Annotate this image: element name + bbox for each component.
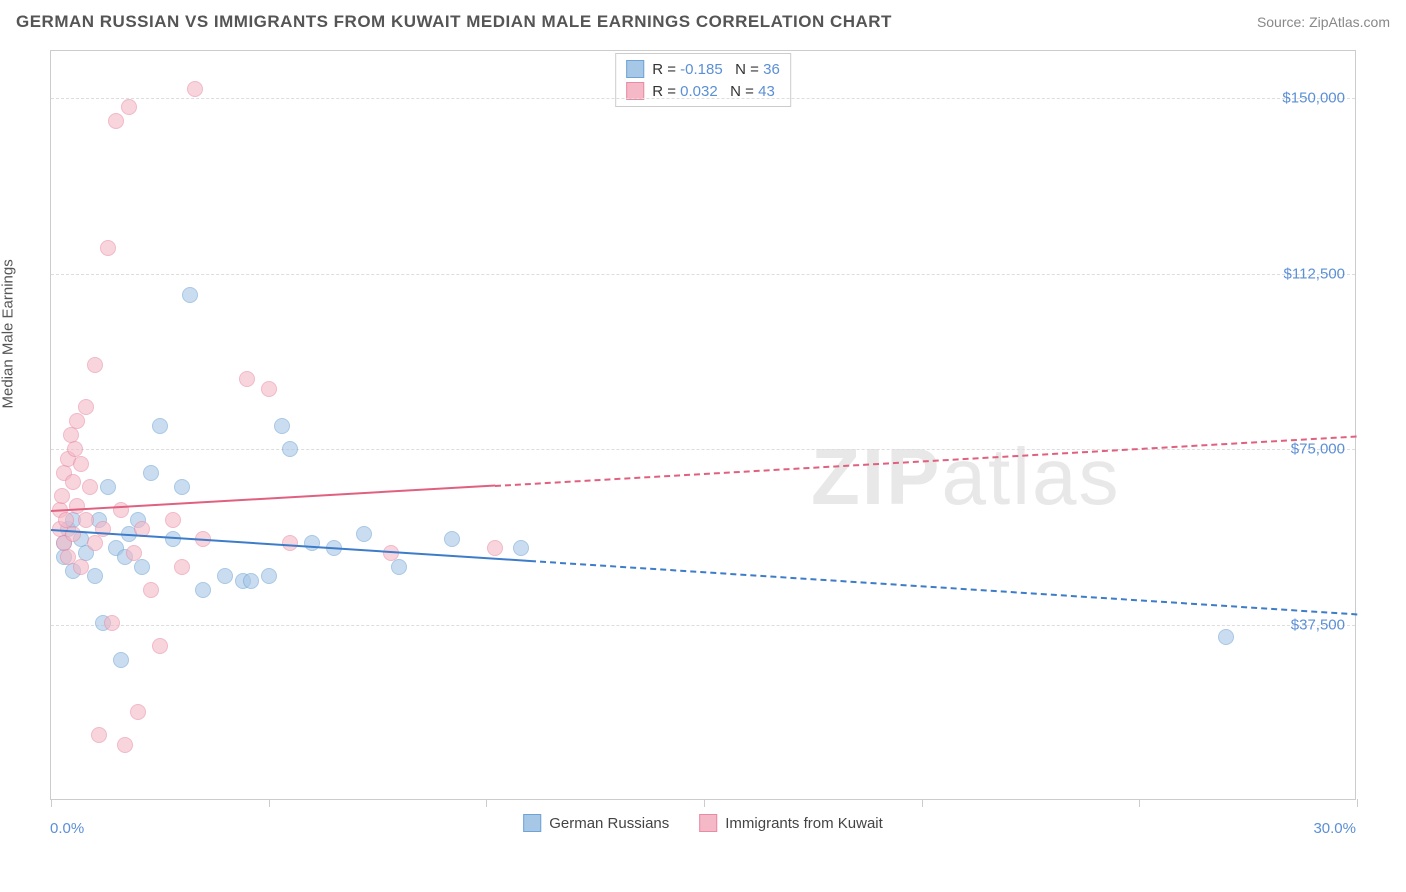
scatter-point [152,418,168,434]
scatter-point [187,81,203,97]
x-tick [1357,799,1358,807]
trend-line-dashed [530,560,1357,615]
scatter-point [100,479,116,495]
legend-label: Immigrants from Kuwait [725,815,883,832]
scatter-point [121,99,137,115]
scatter-point [304,535,320,551]
scatter-point [243,573,259,589]
trend-line-dashed [495,435,1357,486]
x-tick [922,799,923,807]
y-axis-label: Median Male Earnings [0,259,17,408]
scatter-point [444,531,460,547]
scatter-point [165,512,181,528]
x-tick-label-min: 0.0% [50,820,84,837]
chart-plot-area: ZIPatlas R = -0.185 N = 36R = 0.032 N = … [50,50,1356,800]
x-tick-label-max: 30.0% [1313,820,1356,837]
y-tick-label: $112,500 [1284,265,1345,282]
legend-stat-text: R = -0.185 N = 36 [652,61,780,78]
watermark: ZIPatlas [811,431,1120,523]
y-tick-label: $37,500 [1291,617,1345,634]
scatter-point [182,287,198,303]
scatter-point [174,559,190,575]
gridline-h [51,449,1355,450]
legend-item: German Russians [523,814,669,832]
scatter-point [130,704,146,720]
title-bar: GERMAN RUSSIAN VS IMMIGRANTS FROM KUWAIT… [16,12,1390,32]
scatter-point [174,479,190,495]
scatter-point [134,559,150,575]
scatter-point [1218,629,1234,645]
scatter-point [87,535,103,551]
y-tick-label: $75,000 [1291,441,1345,458]
scatter-point [54,488,70,504]
scatter-point [152,638,168,654]
scatter-point [104,615,120,631]
x-tick [51,799,52,807]
scatter-point [143,465,159,481]
scatter-point [356,526,372,542]
scatter-point [126,545,142,561]
watermark-bold: ZIP [811,432,941,521]
scatter-point [108,113,124,129]
source-name: ZipAtlas.com [1309,14,1390,30]
scatter-point [91,727,107,743]
source-prefix: Source: [1257,14,1309,30]
scatter-point [391,559,407,575]
series-legend: German Russians Immigrants from Kuwait [523,814,883,832]
x-tick [269,799,270,807]
scatter-point [217,568,233,584]
scatter-point [87,357,103,373]
scatter-point [113,652,129,668]
scatter-point [487,540,503,556]
scatter-point [261,568,277,584]
scatter-point [100,240,116,256]
legend-stat-row: R = -0.185 N = 36 [626,58,780,80]
scatter-point [73,559,89,575]
scatter-point [117,737,133,753]
legend-swatch [523,814,541,832]
scatter-point [82,479,98,495]
x-tick [1139,799,1140,807]
watermark-light: atlas [941,432,1120,521]
scatter-point [239,371,255,387]
scatter-point [69,413,85,429]
scatter-point [78,399,94,415]
scatter-point [65,474,81,490]
gridline-h [51,625,1355,626]
legend-swatch [699,814,717,832]
y-tick-label: $150,000 [1282,89,1345,106]
scatter-point [274,418,290,434]
scatter-point [87,568,103,584]
source-label: Source: ZipAtlas.com [1257,14,1390,30]
x-tick [486,799,487,807]
gridline-h [51,98,1355,99]
correlation-legend: R = -0.185 N = 36R = 0.032 N = 43 [615,53,791,107]
scatter-point [195,582,211,598]
scatter-point [261,381,277,397]
scatter-point [513,540,529,556]
legend-swatch [626,60,644,78]
x-tick [704,799,705,807]
chart-title: GERMAN RUSSIAN VS IMMIGRANTS FROM KUWAIT… [16,12,892,32]
scatter-point [282,441,298,457]
legend-item: Immigrants from Kuwait [699,814,883,832]
scatter-point [78,512,94,528]
scatter-point [73,456,89,472]
chart-container: GERMAN RUSSIAN VS IMMIGRANTS FROM KUWAIT… [0,0,1406,892]
scatter-point [65,526,81,542]
gridline-h [51,274,1355,275]
scatter-point [143,582,159,598]
legend-label: German Russians [549,815,669,832]
